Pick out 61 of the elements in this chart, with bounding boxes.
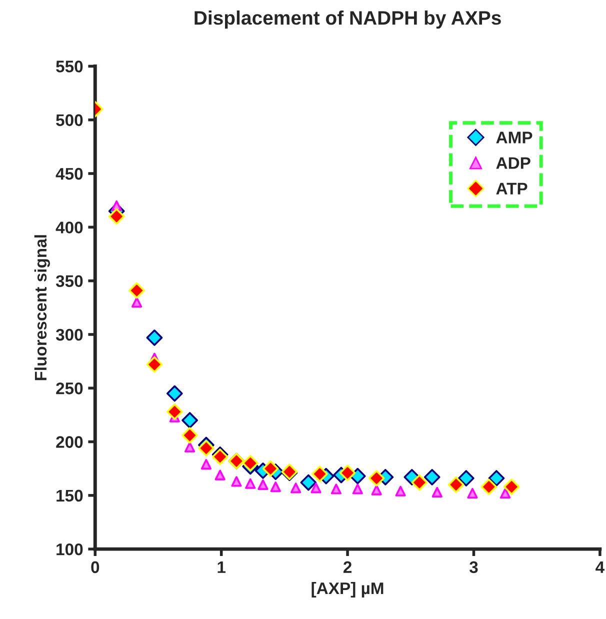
point: [146, 356, 163, 373]
point: [339, 464, 356, 482]
y-tick-label: 550: [56, 60, 83, 72]
point: [330, 484, 342, 494]
legend-label: ATP: [496, 182, 528, 194]
point: [458, 470, 474, 486]
point: [200, 458, 212, 470]
point: [270, 482, 281, 492]
chart-title: Displacement of NADPH by AXPs: [194, 10, 501, 29]
point: [290, 482, 302, 494]
y-tick-label: 300: [56, 328, 83, 341]
y-tick-label: 100: [56, 543, 83, 556]
point: [411, 474, 428, 491]
y-tick-label: 250: [56, 382, 83, 394]
point: [312, 466, 328, 482]
point: [128, 282, 145, 299]
point: [146, 329, 163, 346]
x-tick-label: 2: [343, 561, 352, 573]
x-axis-title: [AXP] µM: [312, 582, 384, 598]
point: [488, 470, 505, 486]
point: [500, 488, 511, 499]
point: [258, 479, 268, 490]
point: [108, 208, 125, 225]
y-tick-label: 200: [56, 436, 83, 448]
point: [166, 404, 183, 420]
point: [352, 484, 363, 494]
point: [300, 474, 317, 491]
point: [368, 470, 385, 486]
legend-label: AMP: [496, 132, 532, 144]
point: [166, 385, 183, 402]
point: [448, 476, 464, 493]
point: [432, 486, 442, 498]
x-tick-label: 1: [218, 561, 226, 573]
y-tick-label: 450: [56, 168, 83, 180]
y-tick-label: 400: [56, 222, 83, 234]
point: [395, 486, 406, 496]
point: [503, 478, 520, 496]
point: [424, 468, 440, 486]
y-tick-label: 150: [56, 490, 83, 502]
point: [131, 296, 142, 308]
y-tick-label: 350: [56, 275, 83, 288]
point: [310, 482, 322, 494]
x-tick-label: 4: [596, 561, 604, 573]
point: [198, 440, 214, 456]
point: [371, 484, 382, 496]
legend-label: ADP: [496, 157, 530, 169]
point: [184, 442, 196, 452]
point: [214, 470, 226, 480]
point: [480, 478, 498, 496]
point: [182, 427, 198, 444]
point: [349, 468, 366, 484]
point: [262, 460, 279, 477]
point: [245, 478, 256, 489]
y-tick-label: 500: [56, 114, 83, 126]
point: [467, 488, 478, 499]
point: [242, 455, 259, 472]
point: [231, 476, 242, 487]
y-axis-title: Fluorescent signal: [34, 235, 50, 380]
point: [182, 412, 198, 428]
x-tick-label: 0: [91, 561, 100, 574]
x-tick-label: 3: [469, 561, 478, 574]
